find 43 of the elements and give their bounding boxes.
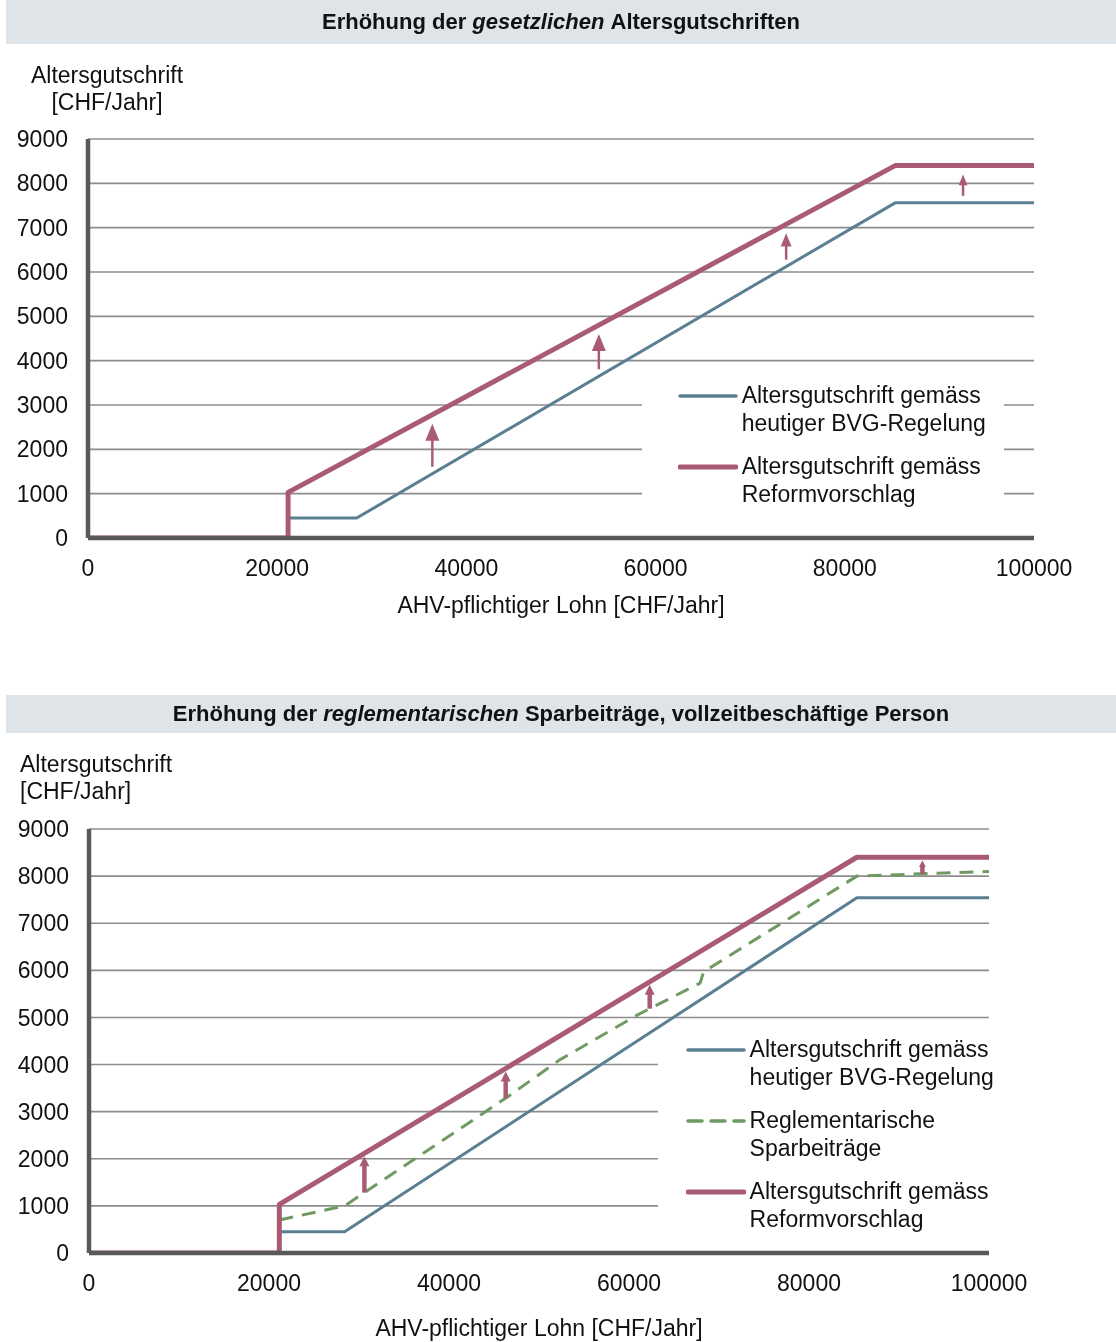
y-tick-label: 8000 [16, 170, 68, 197]
legend-label: Altersgutschrift gemäss Reformvorschlag [749, 1178, 990, 1233]
x-tick-label: 40000 [434, 555, 499, 582]
x-tick-label: 20000 [245, 555, 310, 582]
y-tick-label: 5000 [16, 303, 68, 330]
y-tick-label: 1000 [16, 480, 68, 507]
x-tick-label: 0 [81, 555, 95, 582]
legend-label: Altersgutschrift gemäss heutiger BVG-Regelung [741, 382, 987, 437]
y-tick-label: 9000 [16, 126, 68, 153]
y-tick-label: 6000 [17, 957, 69, 984]
y-tick-label: 6000 [16, 259, 68, 286]
x-tick-label: 40000 [417, 1270, 481, 1297]
y-tick-label: 3000 [16, 392, 68, 419]
y-tick-label: 7000 [17, 910, 69, 937]
chart-title: Erhöhung der gesetzlichen Altersgutschriften [321, 9, 801, 34]
y-tick-label: 0 [56, 1240, 69, 1267]
x-tick-label: 60000 [623, 555, 688, 582]
y-tick-label: 5000 [17, 1004, 69, 1031]
y-tick-label: 0 [55, 525, 68, 552]
y-tick-label: 4000 [16, 347, 68, 374]
legend-label: Altersgutschrift gemäss Reformvorschlag [741, 453, 982, 508]
y-tick-label: 3000 [17, 1098, 69, 1125]
legend-label: Altersgutschrift gemäss heutiger BVG-Regelung [749, 1036, 995, 1091]
y-tick-label: 4000 [17, 1051, 69, 1078]
x-tick-label: 80000 [812, 555, 877, 582]
x-tick-label: 20000 [237, 1270, 301, 1297]
x-tick-label: 100000 [950, 1270, 1028, 1297]
x-tick-label: 60000 [597, 1270, 661, 1297]
x-tick-label: 80000 [777, 1270, 841, 1297]
y-tick-label: 8000 [17, 863, 69, 890]
y-tick-label: 7000 [16, 214, 68, 241]
x-axis-title: AHV-pflichtiger Lohn [CHF/Jahr] [396, 592, 726, 619]
y-axis-title: Altersgutschrift [CHF/Jahr] [29, 62, 185, 116]
y-tick-label: 1000 [17, 1193, 69, 1220]
legend-label: Reglementarische Sparbeiträge [749, 1107, 936, 1162]
chart-title: Erhöhung der reglementarischen Sparbeiträge, vollzeitbeschäftige Person [172, 701, 950, 726]
y-tick-label: 2000 [16, 436, 68, 463]
x-tick-label: 0 [82, 1270, 96, 1297]
x-tick-label: 100000 [995, 555, 1073, 582]
y-tick-label: 2000 [17, 1145, 69, 1172]
y-axis-title: Altersgutschrift [CHF/Jahr] [20, 751, 174, 805]
y-tick-label: 9000 [17, 816, 69, 843]
x-axis-title: AHV-pflichtiger Lohn [CHF/Jahr] [374, 1315, 704, 1342]
